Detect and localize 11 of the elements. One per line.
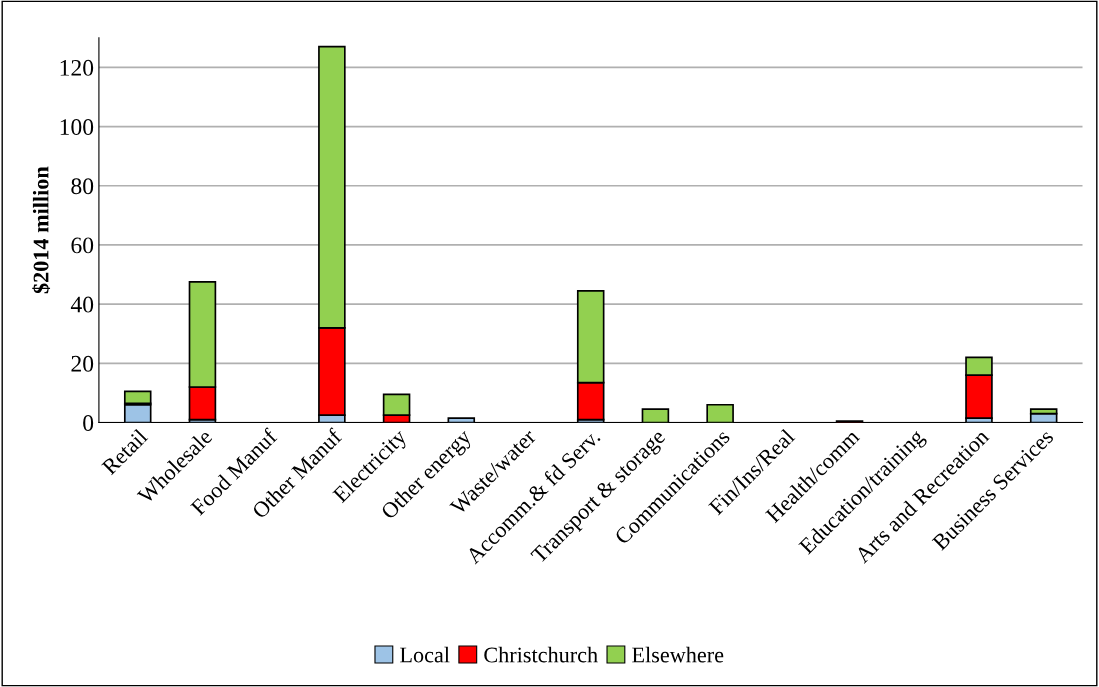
y-axis-title: $2014 million: [32, 166, 51, 294]
legend-label: Local: [400, 646, 450, 663]
y-tick-label: 60: [71, 237, 94, 254]
y-tick-label: 120: [60, 59, 94, 76]
legend-label: Christchurch: [484, 646, 598, 663]
y-tick-label: 0: [83, 415, 94, 431]
legend-label: Elsewhere: [632, 646, 724, 663]
y-tick-label: 40: [70, 296, 94, 313]
y-tick-label: 20: [71, 355, 94, 372]
y-tick-label: 100: [60, 119, 94, 135]
y-tick-label: 80: [71, 178, 94, 195]
